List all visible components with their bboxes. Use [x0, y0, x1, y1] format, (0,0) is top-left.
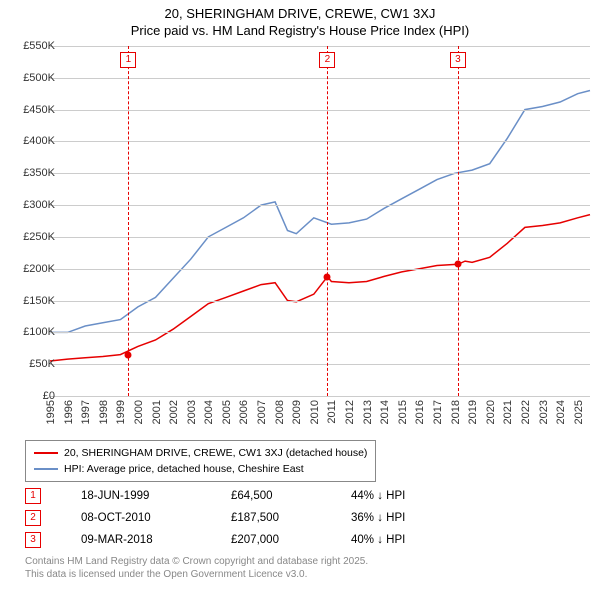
- x-axis-label: 1997: [80, 400, 92, 424]
- x-axis-label: 2011: [326, 400, 338, 424]
- chart-title: 20, SHERINGHAM DRIVE, CREWE, CW1 3XJ Pri…: [0, 0, 600, 38]
- x-axis-label: 1996: [63, 400, 75, 424]
- legend-item: HPI: Average price, detached house, Ches…: [34, 461, 367, 477]
- title-line-2: Price paid vs. HM Land Registry's House …: [0, 23, 600, 38]
- y-axis-label: £550K: [23, 40, 55, 52]
- chart-container: 20, SHERINGHAM DRIVE, CREWE, CW1 3XJ Pri…: [0, 0, 600, 590]
- events-table: 1 18-JUN-1999£64,50044% ↓ HPI 2 08-OCT-2010…: [25, 485, 451, 551]
- event-delta: 44% ↓ HPI: [351, 490, 451, 502]
- x-axis-label: 2017: [432, 400, 444, 424]
- event-marker-line: [327, 46, 328, 396]
- series-line: [50, 91, 590, 333]
- x-axis-label: 2004: [203, 400, 215, 424]
- x-axis-label: 2013: [362, 400, 374, 424]
- event-price: £207,000: [231, 534, 351, 546]
- x-axis-label: 2014: [379, 400, 391, 424]
- x-axis-label: 2007: [256, 400, 268, 424]
- x-axis-label: 2019: [467, 400, 479, 424]
- event-row: 1 18-JUN-1999£64,50044% ↓ HPI: [25, 485, 451, 507]
- event-date: 08-OCT-2010: [81, 512, 231, 524]
- y-axis-label: £500K: [23, 72, 55, 84]
- x-axis-label: 2025: [573, 400, 585, 424]
- x-axis-label: 2018: [450, 400, 462, 424]
- x-axis-label: 2003: [186, 400, 198, 424]
- event-marker-label: 1: [120, 52, 136, 68]
- footer-line-1: Contains HM Land Registry data © Crown c…: [25, 556, 368, 569]
- grid-line: [50, 46, 590, 47]
- event-delta: 36% ↓ HPI: [351, 512, 451, 524]
- x-axis-label: 2022: [520, 400, 532, 424]
- event-number-box: 3: [25, 532, 41, 548]
- legend-label: 20, SHERINGHAM DRIVE, CREWE, CW1 3XJ (de…: [64, 447, 367, 459]
- x-axis-label: 2015: [397, 400, 409, 424]
- y-axis-label: £450K: [23, 104, 55, 116]
- event-date: 09-MAR-2018: [81, 534, 231, 546]
- x-axis-label: 2000: [133, 400, 145, 424]
- x-axis-label: 2024: [555, 400, 567, 424]
- event-date: 18-JUN-1999: [81, 490, 231, 502]
- series-dot: [454, 261, 461, 268]
- grid-line: [50, 396, 590, 397]
- y-axis-label: £50K: [29, 358, 55, 370]
- y-axis-label: £150K: [23, 295, 55, 307]
- y-axis-label: £400K: [23, 135, 55, 147]
- y-axis-label: £350K: [23, 167, 55, 179]
- event-marker-label: 3: [450, 52, 466, 68]
- x-axis-label: 2005: [221, 400, 233, 424]
- x-axis-label: 2001: [151, 400, 163, 424]
- x-axis-label: 1998: [98, 400, 110, 424]
- y-axis-label: £100K: [23, 326, 55, 338]
- event-price: £64,500: [231, 490, 351, 502]
- x-axis-label: 2008: [274, 400, 286, 424]
- y-axis-label: £300K: [23, 199, 55, 211]
- legend-swatch: [34, 452, 58, 454]
- event-delta: 40% ↓ HPI: [351, 534, 451, 546]
- event-number-box: 1: [25, 488, 41, 504]
- event-marker-label: 2: [319, 52, 335, 68]
- series-dot: [125, 351, 132, 358]
- grid-line: [50, 110, 590, 111]
- grid-line: [50, 364, 590, 365]
- legend-label: HPI: Average price, detached house, Ches…: [64, 463, 304, 475]
- x-axis-label: 2021: [502, 400, 514, 424]
- x-axis-label: 2006: [238, 400, 250, 424]
- x-axis-label: 2002: [168, 400, 180, 424]
- y-axis-label: £200K: [23, 263, 55, 275]
- event-row: 3 09-MAR-2018£207,00040% ↓ HPI: [25, 529, 451, 551]
- title-line-1: 20, SHERINGHAM DRIVE, CREWE, CW1 3XJ: [0, 6, 600, 21]
- grid-line: [50, 269, 590, 270]
- event-row: 2 08-OCT-2010£187,50036% ↓ HPI: [25, 507, 451, 529]
- legend-item: 20, SHERINGHAM DRIVE, CREWE, CW1 3XJ (de…: [34, 445, 367, 461]
- event-price: £187,500: [231, 512, 351, 524]
- footer-line-2: This data is licensed under the Open Gov…: [25, 569, 368, 582]
- x-axis-label: 2012: [344, 400, 356, 424]
- x-axis-label: 2009: [291, 400, 303, 424]
- x-axis-label: 1995: [45, 400, 57, 424]
- chart-svg: [50, 46, 590, 396]
- y-axis-label: £250K: [23, 231, 55, 243]
- event-number-box: 2: [25, 510, 41, 526]
- event-marker-line: [458, 46, 459, 396]
- grid-line: [50, 173, 590, 174]
- grid-line: [50, 301, 590, 302]
- event-marker-line: [128, 46, 129, 396]
- footer-attribution: Contains HM Land Registry data © Crown c…: [25, 556, 368, 581]
- legend: 20, SHERINGHAM DRIVE, CREWE, CW1 3XJ (de…: [25, 440, 376, 482]
- x-axis-label: 2016: [414, 400, 426, 424]
- grid-line: [50, 332, 590, 333]
- x-axis-label: 2010: [309, 400, 321, 424]
- x-axis-label: 2023: [538, 400, 550, 424]
- grid-line: [50, 237, 590, 238]
- legend-swatch: [34, 468, 58, 470]
- grid-line: [50, 141, 590, 142]
- x-axis-label: 2020: [485, 400, 497, 424]
- series-dot: [324, 273, 331, 280]
- grid-line: [50, 78, 590, 79]
- x-axis-label: 1999: [115, 400, 127, 424]
- grid-line: [50, 205, 590, 206]
- chart-plot-area: 1 2 3: [50, 46, 590, 396]
